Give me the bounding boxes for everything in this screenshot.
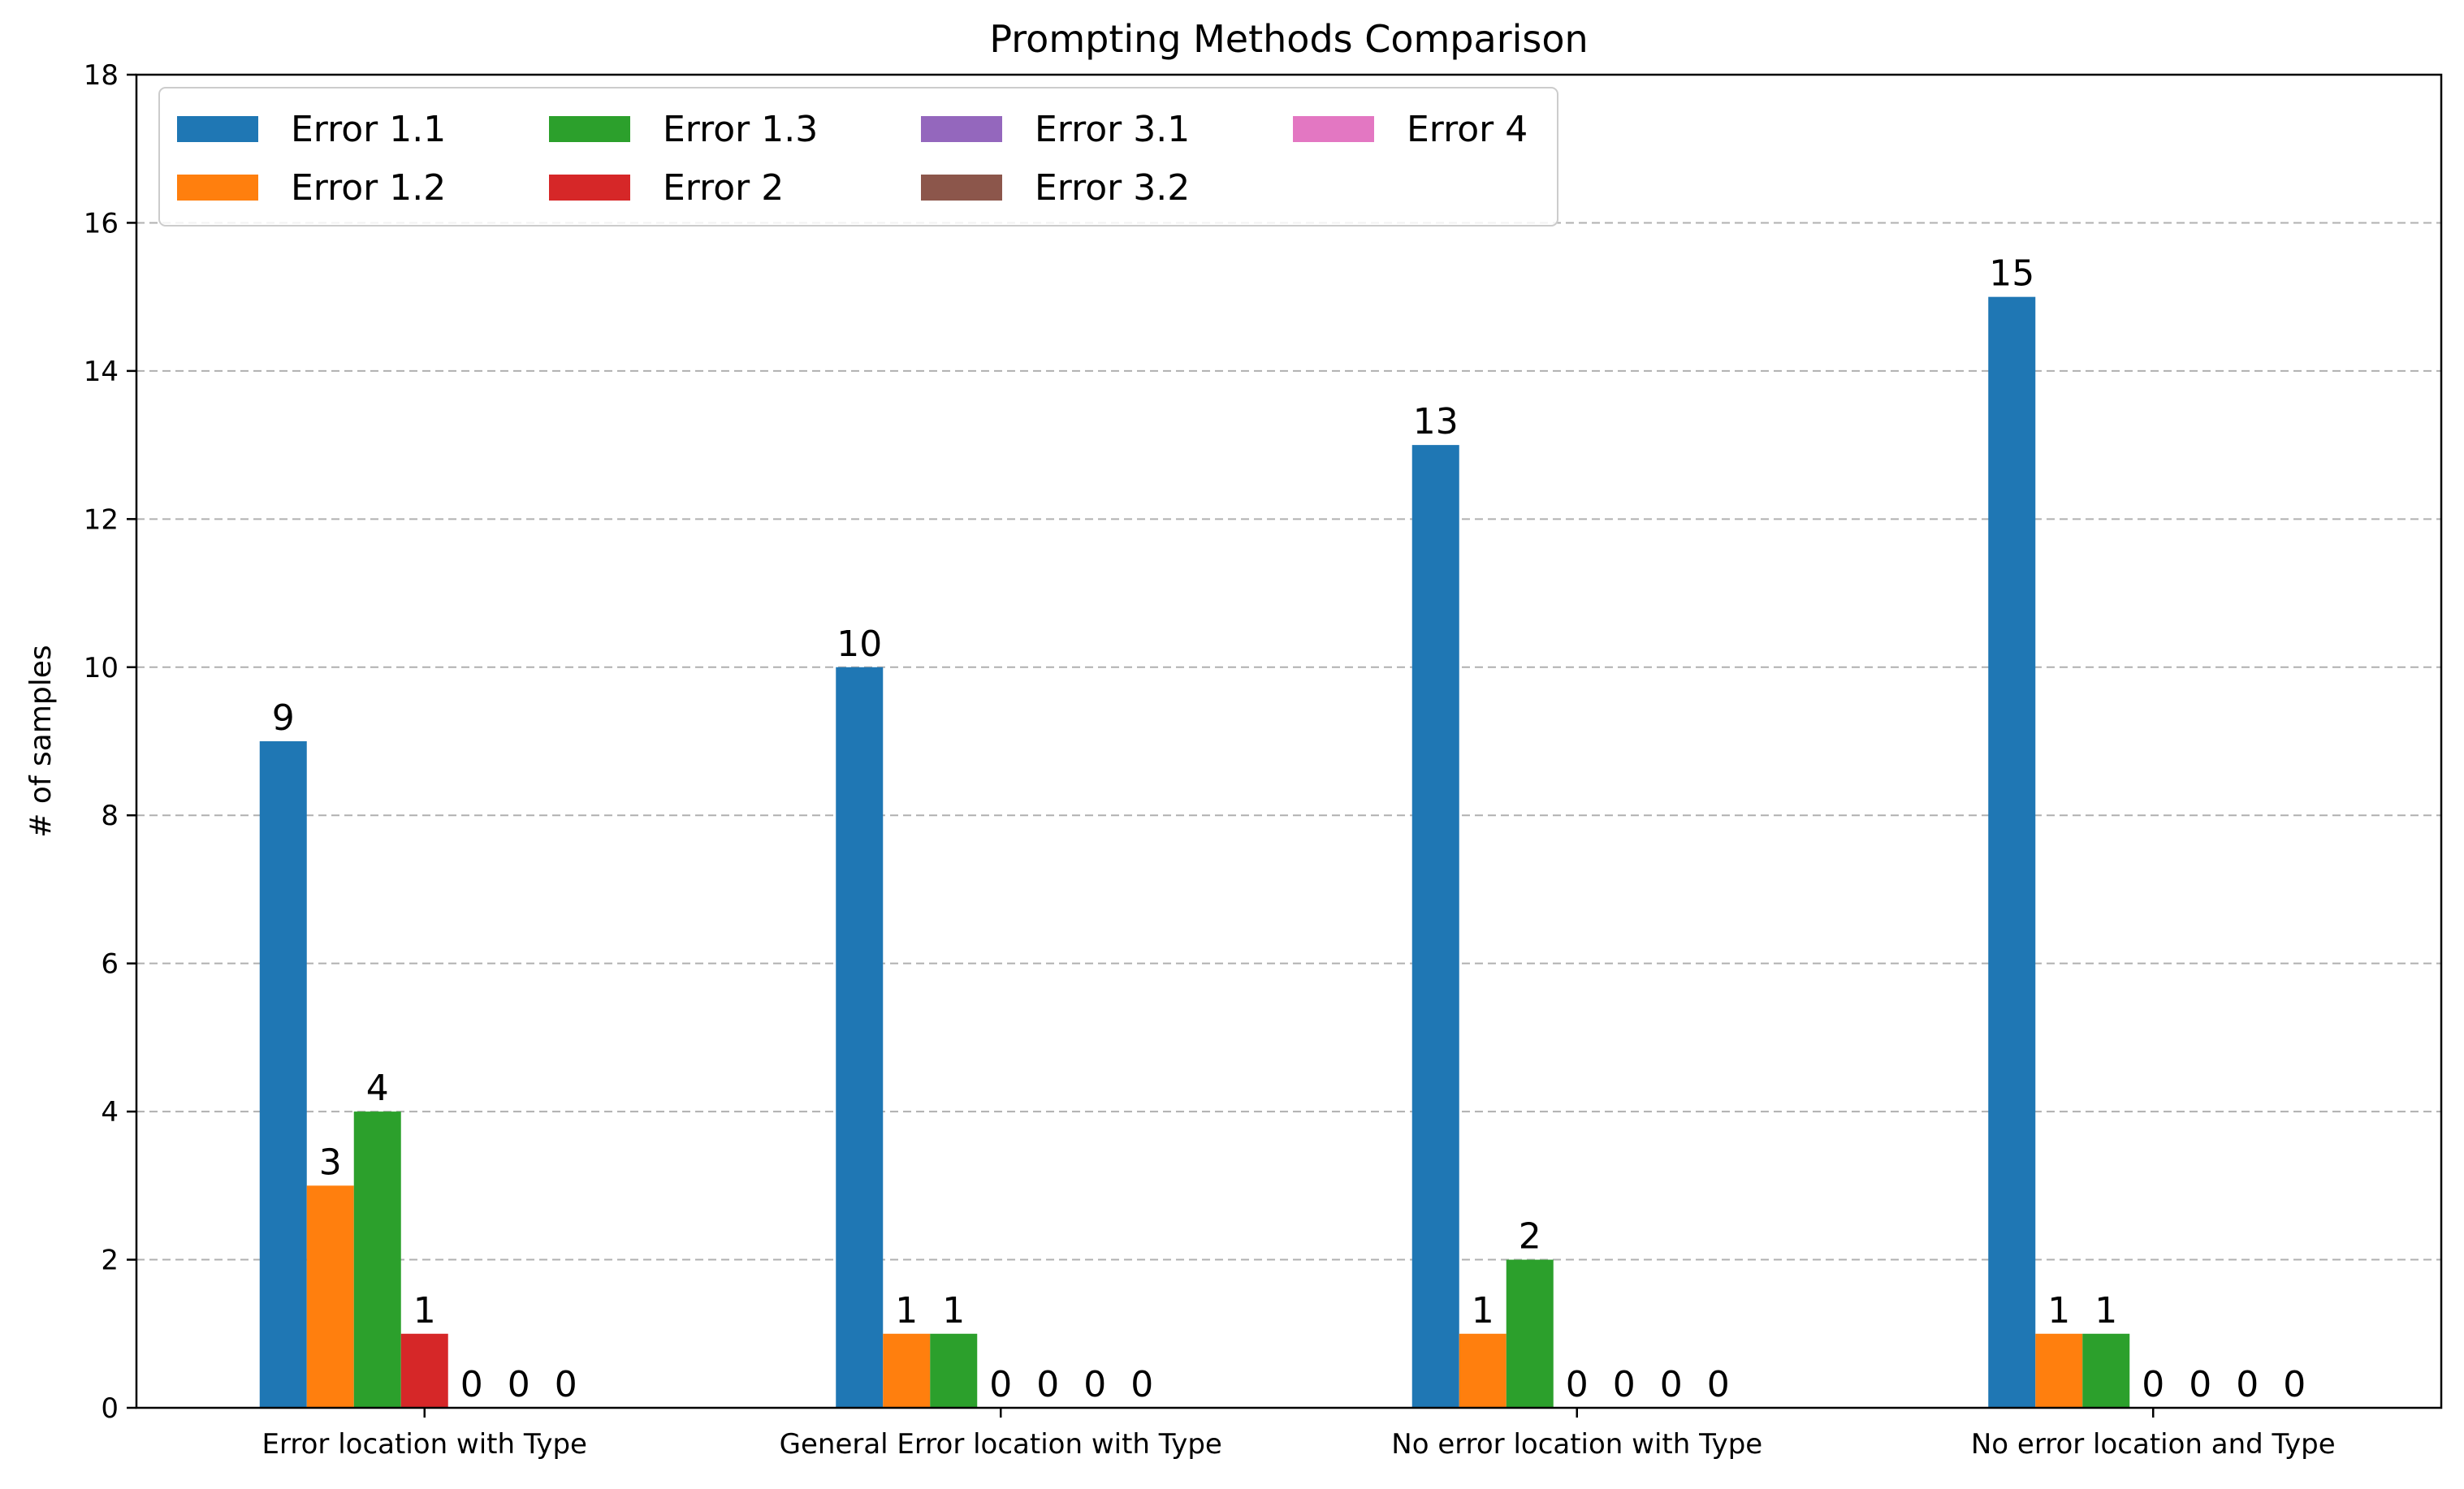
bar-value-label: 0 xyxy=(989,1364,1012,1405)
bar-error-1-1 xyxy=(1411,445,1459,1408)
bar-error-1-2 xyxy=(2035,1333,2083,1408)
bar-error-1-3 xyxy=(1506,1259,1554,1408)
bar-value-label: 0 xyxy=(1083,1364,1106,1405)
bar-value-label: 0 xyxy=(1036,1364,1059,1405)
legend-label: Error 4 xyxy=(1407,109,1528,150)
legend-swatch xyxy=(177,116,258,142)
bar-error-1-1 xyxy=(836,667,884,1408)
bar-value-label: 1 xyxy=(413,1290,436,1331)
plot-frame xyxy=(135,73,2443,1409)
bar-value-label: 1 xyxy=(942,1290,965,1331)
legend-swatch xyxy=(549,175,630,201)
y-tick-label: 12 xyxy=(84,503,119,536)
legend-label: Error 2 xyxy=(663,167,784,209)
bar-value-label: 2 xyxy=(1519,1216,1541,1258)
bar-value-label: 0 xyxy=(460,1364,483,1405)
x-tick-label: No error location with Type xyxy=(1391,1428,1762,1461)
legend-swatch xyxy=(177,175,258,201)
bar-value-label: 10 xyxy=(836,624,882,665)
chart-title: Prompting Methods Comparison xyxy=(989,17,1588,61)
y-tick-label: 14 xyxy=(84,356,119,388)
y-tick-label: 8 xyxy=(101,800,119,832)
bar-error-1-2 xyxy=(1459,1333,1506,1408)
y-tick-label: 18 xyxy=(84,59,119,92)
legend-label: Error 1.3 xyxy=(663,109,818,150)
gridlines xyxy=(136,74,2441,1261)
x-tick-label: General Error location with Type xyxy=(780,1428,1222,1461)
y-tick-label: 4 xyxy=(101,1096,119,1129)
y-axis-label: # of samples xyxy=(24,645,58,837)
x-tick-label: No error location and Type xyxy=(1971,1428,2336,1461)
bar-value-label: 1 xyxy=(2047,1290,2070,1331)
bar-error-1-2 xyxy=(306,1185,354,1408)
y-tick-label: 16 xyxy=(84,207,119,240)
bar-error-1-1 xyxy=(259,741,307,1408)
y-tick-label: 0 xyxy=(101,1392,119,1425)
bar-value-label: 15 xyxy=(1989,253,2034,295)
bar-value-label: 0 xyxy=(1613,1364,1636,1405)
legend-label: Error 3.1 xyxy=(1035,109,1190,150)
bar-value-label: 0 xyxy=(1707,1364,1730,1405)
bar-value-label: 9 xyxy=(272,697,295,739)
bar-value-label: 0 xyxy=(1660,1364,1683,1405)
bar-error-1-1 xyxy=(1988,296,2036,1409)
legend: Error 1.1 Error 1.2 Error 1.3 Error 2 Error … xyxy=(158,87,1558,227)
legend-label: Error 1.2 xyxy=(291,167,446,209)
bar-error-2 xyxy=(400,1333,448,1408)
bar-error-1-3 xyxy=(930,1333,978,1408)
bar-value-label: 0 xyxy=(2142,1364,2164,1405)
bar-error-1-3 xyxy=(2082,1333,2130,1408)
bar-value-label: 0 xyxy=(2189,1364,2211,1405)
bar-value-label: 1 xyxy=(895,1290,918,1331)
bar-value-label: 0 xyxy=(555,1364,577,1405)
bar-value-label: 1 xyxy=(1472,1290,1494,1331)
legend-swatch xyxy=(549,116,630,142)
bar-value-label: 0 xyxy=(1130,1364,1153,1405)
y-tick-label: 10 xyxy=(84,652,119,684)
bar-value-label: 0 xyxy=(2283,1364,2306,1405)
y-tick-label: 2 xyxy=(101,1245,119,1277)
legend-swatch xyxy=(921,175,1002,201)
bar-value-label: 0 xyxy=(2236,1364,2259,1405)
bar-value-label: 3 xyxy=(319,1142,342,1183)
bar-value-label: 13 xyxy=(1413,401,1459,442)
bar-value-label: 0 xyxy=(508,1364,530,1405)
bars xyxy=(259,296,2130,1409)
legend-swatch xyxy=(921,116,1002,142)
bar-error-1-2 xyxy=(883,1333,931,1408)
bar-error-1-3 xyxy=(353,1111,401,1408)
legend-box xyxy=(158,87,1558,227)
legend-label: Error 1.1 xyxy=(291,109,446,150)
legend-label: Error 3.2 xyxy=(1035,167,1190,209)
y-tick-label: 6 xyxy=(101,948,119,981)
legend-swatch xyxy=(1293,116,1374,142)
bar-value-label: 1 xyxy=(2094,1290,2117,1331)
bar-value-label: 0 xyxy=(1566,1364,1589,1405)
bar-value-label: 4 xyxy=(366,1068,389,1109)
x-tick-label: Error location with Type xyxy=(262,1428,587,1461)
